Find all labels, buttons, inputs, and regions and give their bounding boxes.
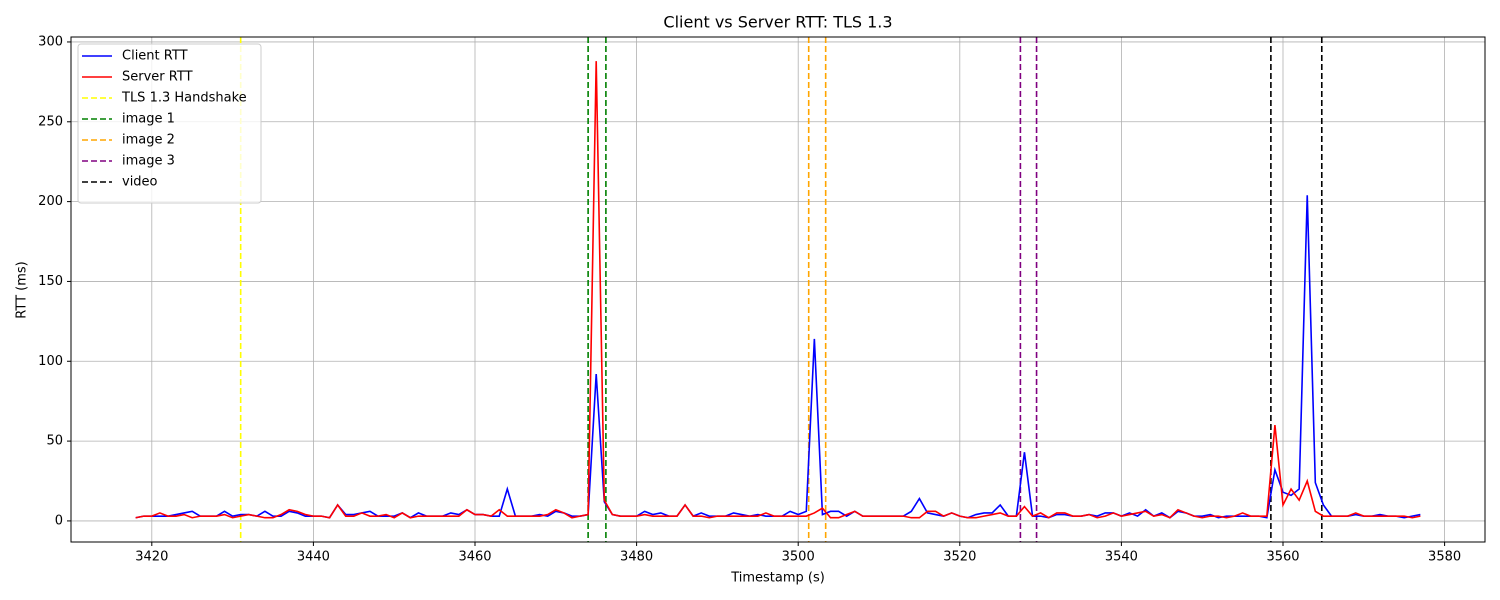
y-tick-label: 150 bbox=[38, 274, 63, 289]
y-tick-label: 300 bbox=[38, 34, 63, 49]
legend-label: Client RTT bbox=[122, 49, 188, 64]
x-tick-label: 3440 bbox=[297, 550, 330, 565]
x-tick-label: 3580 bbox=[1428, 550, 1461, 565]
x-tick-label: 3540 bbox=[1105, 550, 1138, 565]
y-tick-label: 100 bbox=[38, 354, 63, 369]
series-line bbox=[135, 61, 1421, 519]
legend-label: TLS 1.3 Handshake bbox=[121, 91, 247, 106]
series-line bbox=[135, 195, 1421, 519]
x-tick-label: 3500 bbox=[782, 550, 815, 565]
y-axis-label: RTT (ms) bbox=[15, 261, 30, 318]
x-tick-label: 3520 bbox=[943, 550, 976, 565]
x-axis-label: Timestamp (s) bbox=[730, 571, 825, 586]
legend-label: image 1 bbox=[122, 112, 175, 127]
legend-label: image 2 bbox=[122, 133, 175, 148]
legend-box bbox=[77, 43, 262, 204]
legend-label: Server RTT bbox=[122, 70, 193, 85]
x-tick-label: 3560 bbox=[1266, 550, 1299, 565]
y-tick-label: 250 bbox=[38, 114, 63, 129]
x-tick-label: 3420 bbox=[135, 550, 168, 565]
chart-title: Client vs Server RTT: TLS 1.3 bbox=[663, 13, 892, 32]
x-tick-label: 3460 bbox=[458, 550, 491, 565]
y-tick-label: 200 bbox=[38, 194, 63, 209]
plot-frame bbox=[70, 36, 1486, 543]
legend-label: image 3 bbox=[122, 154, 175, 169]
y-tick-label: 50 bbox=[46, 434, 63, 449]
y-tick-label: 0 bbox=[55, 513, 63, 528]
x-tick-label: 3480 bbox=[620, 550, 653, 565]
legend-label: video bbox=[122, 175, 158, 190]
